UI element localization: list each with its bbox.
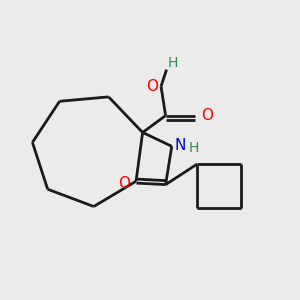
Text: H: H — [189, 141, 199, 155]
Text: O: O — [202, 108, 214, 123]
Text: O: O — [118, 176, 130, 190]
Text: H: H — [168, 56, 178, 70]
Text: N: N — [174, 138, 186, 153]
Text: O: O — [147, 79, 159, 94]
